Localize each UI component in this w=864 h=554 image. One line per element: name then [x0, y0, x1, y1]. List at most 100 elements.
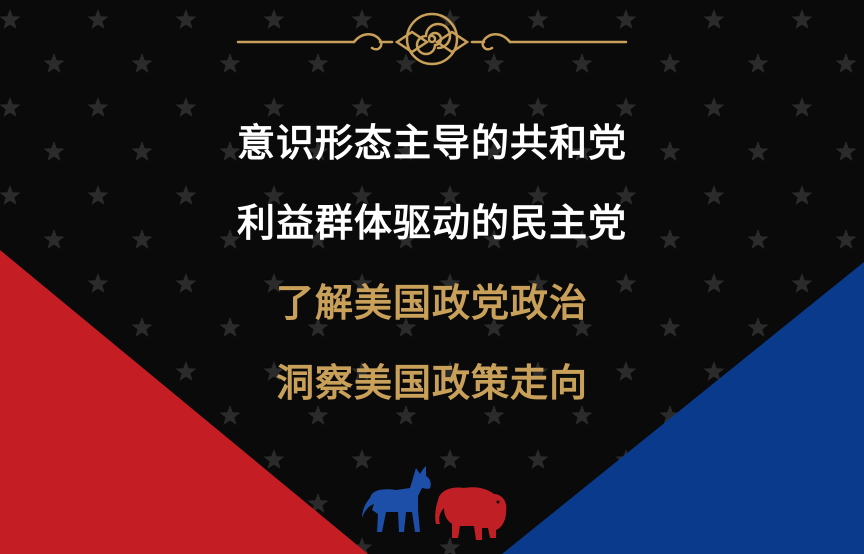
- star-icon: [43, 53, 65, 73]
- star-icon: [439, 9, 461, 29]
- star-icon: [87, 273, 109, 293]
- star-icon: [395, 405, 417, 425]
- star-icon: [791, 97, 813, 117]
- star-icon: [527, 185, 549, 205]
- star-icon: [791, 273, 813, 293]
- party-mascots: [362, 466, 507, 540]
- star-icon: [483, 141, 505, 161]
- star-icon: [439, 361, 461, 381]
- star-icon: [351, 185, 373, 205]
- star-icon: [219, 317, 241, 337]
- star-icon: [395, 317, 417, 337]
- star-icon: [307, 229, 329, 249]
- star-icon: [307, 53, 329, 73]
- star-icon: [307, 317, 329, 337]
- star-icon: [439, 97, 461, 117]
- star-icon: [0, 185, 21, 205]
- star-icon: [439, 537, 461, 554]
- star-icon: [263, 449, 285, 469]
- star-icon: [175, 97, 197, 117]
- headline-line-politics: 了解美国政党政治: [275, 280, 588, 325]
- star-icon: [615, 361, 637, 381]
- star-icon: [0, 97, 21, 117]
- star-icon: [87, 185, 109, 205]
- star-icon: [703, 273, 725, 293]
- star-icon: [439, 185, 461, 205]
- star-icon: [483, 317, 505, 337]
- star-icon: [659, 405, 681, 425]
- star-icon: [175, 273, 197, 293]
- blue-triangle: [502, 262, 864, 554]
- star-icon: [439, 273, 461, 293]
- star-icon: [131, 317, 153, 337]
- red-triangle: [0, 250, 368, 554]
- star-icon: [87, 9, 109, 29]
- star-icon: [307, 405, 329, 425]
- star-icon: [439, 449, 461, 469]
- star-icon: [703, 97, 725, 117]
- star-icon: [351, 9, 373, 29]
- star-icon: [43, 141, 65, 161]
- democratic-donkey-icon: [362, 466, 431, 532]
- star-icon: [615, 273, 637, 293]
- star-icon: [0, 9, 21, 29]
- star-icon: [219, 53, 241, 73]
- star-icon: [307, 493, 329, 513]
- star-icon: [483, 405, 505, 425]
- star-icon: [835, 229, 857, 249]
- star-icon: [791, 185, 813, 205]
- star-icon: [263, 9, 285, 29]
- star-icon: [219, 405, 241, 425]
- star-icon: [615, 97, 637, 117]
- star-icon: [219, 141, 241, 161]
- star-icon: [131, 53, 153, 73]
- star-icon: [131, 229, 153, 249]
- star-icon: [571, 405, 593, 425]
- star-icon: [43, 229, 65, 249]
- star-icon: [835, 141, 857, 161]
- star-icon: [351, 361, 373, 381]
- star-icon: [747, 229, 769, 249]
- star-icon: [131, 141, 153, 161]
- star-icon: [263, 185, 285, 205]
- star-icon: [571, 141, 593, 161]
- star-icon: [87, 97, 109, 117]
- star-icon: [571, 53, 593, 73]
- star-icon: [483, 53, 505, 73]
- star-icon: [615, 9, 637, 29]
- star-icon: [835, 53, 857, 73]
- star-icon: [747, 141, 769, 161]
- star-icon: [615, 185, 637, 205]
- star-icon: [527, 361, 549, 381]
- star-icon: [351, 273, 373, 293]
- star-icon: [307, 141, 329, 161]
- star-icon: [175, 185, 197, 205]
- headline-line-republican: 意识形态主导的共和党: [236, 120, 627, 165]
- star-icon: [395, 53, 417, 73]
- star-icon: [703, 9, 725, 29]
- headline-line-democratic: 利益群体驱动的民主党: [236, 200, 627, 245]
- star-icon: [219, 229, 241, 249]
- star-icon: [747, 317, 769, 337]
- republican-elephant-icon: [435, 487, 507, 540]
- star-icon: [395, 141, 417, 161]
- star-icon: [263, 97, 285, 117]
- star-icon: [175, 361, 197, 381]
- star-icon: [571, 317, 593, 337]
- star-icon: [351, 537, 373, 554]
- headline-line-policy: 洞察美国政策走向: [275, 360, 588, 405]
- star-icon: [263, 361, 285, 381]
- star-icon: [527, 9, 549, 29]
- star-icon: [527, 97, 549, 117]
- star-icon: [351, 449, 373, 469]
- star-icon: [571, 229, 593, 249]
- star-icon: [527, 273, 549, 293]
- star-icon: [527, 449, 549, 469]
- star-icon: [659, 141, 681, 161]
- star-icon: [659, 229, 681, 249]
- star-icon: [659, 317, 681, 337]
- star-icon: [703, 361, 725, 381]
- star-icon: [791, 9, 813, 29]
